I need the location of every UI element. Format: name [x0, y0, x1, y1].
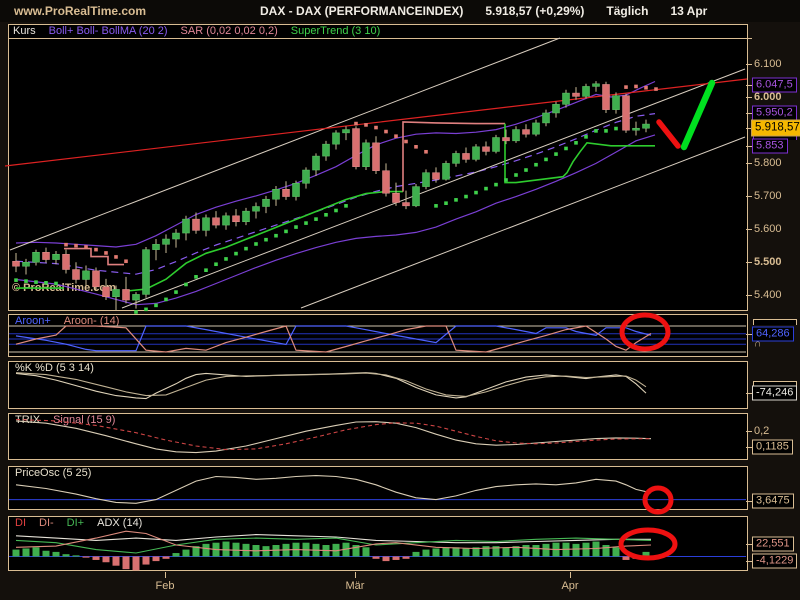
axis-tick-mark [746, 229, 752, 230]
axis-tick-mark [746, 334, 752, 335]
chart-title-group: DAX - DAX (PERFORMANCEINDEX) 5.918,57 (+0… [260, 4, 729, 18]
cropped-label-fragment [753, 381, 797, 387]
priceosc-legend: PriceOsc (5 25) [10, 467, 104, 479]
month-tick-mark [570, 572, 571, 578]
axis-tick-mark [746, 97, 752, 98]
axis-tick-mark [746, 64, 752, 65]
main-legend: Kurs Boll+ Boll- BollMA (20 2) SAR (0,02 0… [8, 25, 752, 39]
top-bar: www.ProRealTime.com DAX - DAX (PERFORMAN… [0, 0, 800, 22]
stochastic-legend: %K %D (5 3 14) [10, 362, 107, 374]
last-price: 5.918,57 (+0,29%) [485, 4, 585, 18]
axis-tick-mark [746, 146, 752, 147]
indicator-value-label: -74,246 [752, 385, 798, 401]
price-tick-label: 5.700 [754, 190, 782, 202]
dmi-legend: DI DI- DI+ ADX (14) [10, 517, 155, 529]
axis-tick-mark [746, 501, 752, 502]
watermark: © ProRealTime.com [12, 282, 116, 294]
legend-item[interactable]: ADX (14) [97, 517, 143, 529]
brand-link: www.ProRealTime.com [14, 4, 147, 18]
axis-tick-mark [746, 196, 752, 197]
aroon-legend: Aroon+ Aroon- (14) [10, 315, 132, 327]
legend-item[interactable]: DI+ [66, 517, 85, 529]
axis-tick-mark [746, 393, 752, 394]
cropped-zero-glyph: ∩ [754, 338, 762, 350]
month-label: Mär [345, 580, 365, 592]
cropped-label-fragment [753, 319, 797, 325]
timeframe-label: Täglich [606, 4, 649, 18]
indicator-value-label: 5.853 [752, 138, 788, 154]
legend-item[interactable]: DI- [39, 517, 54, 529]
month-label: Apr [561, 580, 579, 592]
indicator-value-label: 22,551 [752, 536, 794, 552]
indicator-value-label: 6.047,5 [752, 77, 797, 93]
legend-item[interactable]: Aroon- (14) [63, 315, 120, 327]
date-label: 13 Apr [670, 4, 708, 18]
month-tick-mark [355, 572, 356, 578]
axis-tick-mark [746, 544, 752, 545]
price-tick-label: 5.400 [754, 289, 782, 301]
indicator-value-label: -4,1229 [752, 553, 798, 569]
legend-item[interactable]: Kurs [13, 25, 36, 37]
trix-legend: TRIX Signal (15 9) [10, 414, 128, 426]
indicator-value-label: 5.950,2 [752, 105, 797, 121]
price-tick-label: 0,2 [754, 425, 770, 437]
indicator-value-label: 64,286 [752, 326, 794, 342]
legend-item[interactable]: SAR (0,02 0,02 0,2) [180, 25, 278, 37]
price-tick-label: 6.000 [754, 91, 782, 103]
month-tick-mark [165, 572, 166, 578]
month-label: Feb [155, 580, 175, 592]
legend-item[interactable]: Aroon+ [15, 315, 51, 327]
legend-item[interactable]: PriceOsc (5 25) [15, 467, 92, 479]
stochastic-panel[interactable] [8, 361, 748, 409]
legend-item[interactable]: Signal (15 9) [53, 414, 116, 426]
axis-tick-mark [746, 128, 752, 129]
price-tick-label: 6.100 [754, 58, 782, 70]
price-tick-label: 5.800 [754, 157, 782, 169]
price-tick-label: 5.500 [754, 256, 782, 268]
axis-tick-mark [746, 113, 752, 114]
main-chart-panel[interactable] [8, 24, 748, 311]
legend-item[interactable]: DI [15, 517, 26, 529]
instrument-title: DAX - DAX (PERFORMANCEINDEX) [260, 4, 464, 18]
indicator-value-label: 0,1185 [752, 439, 793, 455]
axis-tick-mark [746, 447, 752, 448]
price-tick-label: 5.600 [754, 223, 782, 235]
indicator-value-label: 3,6475 [752, 493, 794, 509]
axis-tick-mark [746, 295, 752, 296]
axis-tick-mark [746, 163, 752, 164]
axis-tick-mark [746, 85, 752, 86]
legend-item[interactable]: TRIX [15, 414, 41, 426]
axis-tick-mark [746, 431, 752, 432]
legend-item[interactable]: SuperTrend (3 10) [290, 25, 381, 37]
axis-tick-mark [746, 561, 752, 562]
current-price-label: 5.918,57 [751, 119, 800, 137]
legend-item[interactable]: Boll+ Boll- BollMA (20 2) [48, 25, 168, 37]
legend-item[interactable]: %K %D (5 3 14) [15, 362, 94, 374]
priceosc-panel[interactable] [8, 466, 748, 510]
axis-tick-mark [746, 262, 752, 263]
